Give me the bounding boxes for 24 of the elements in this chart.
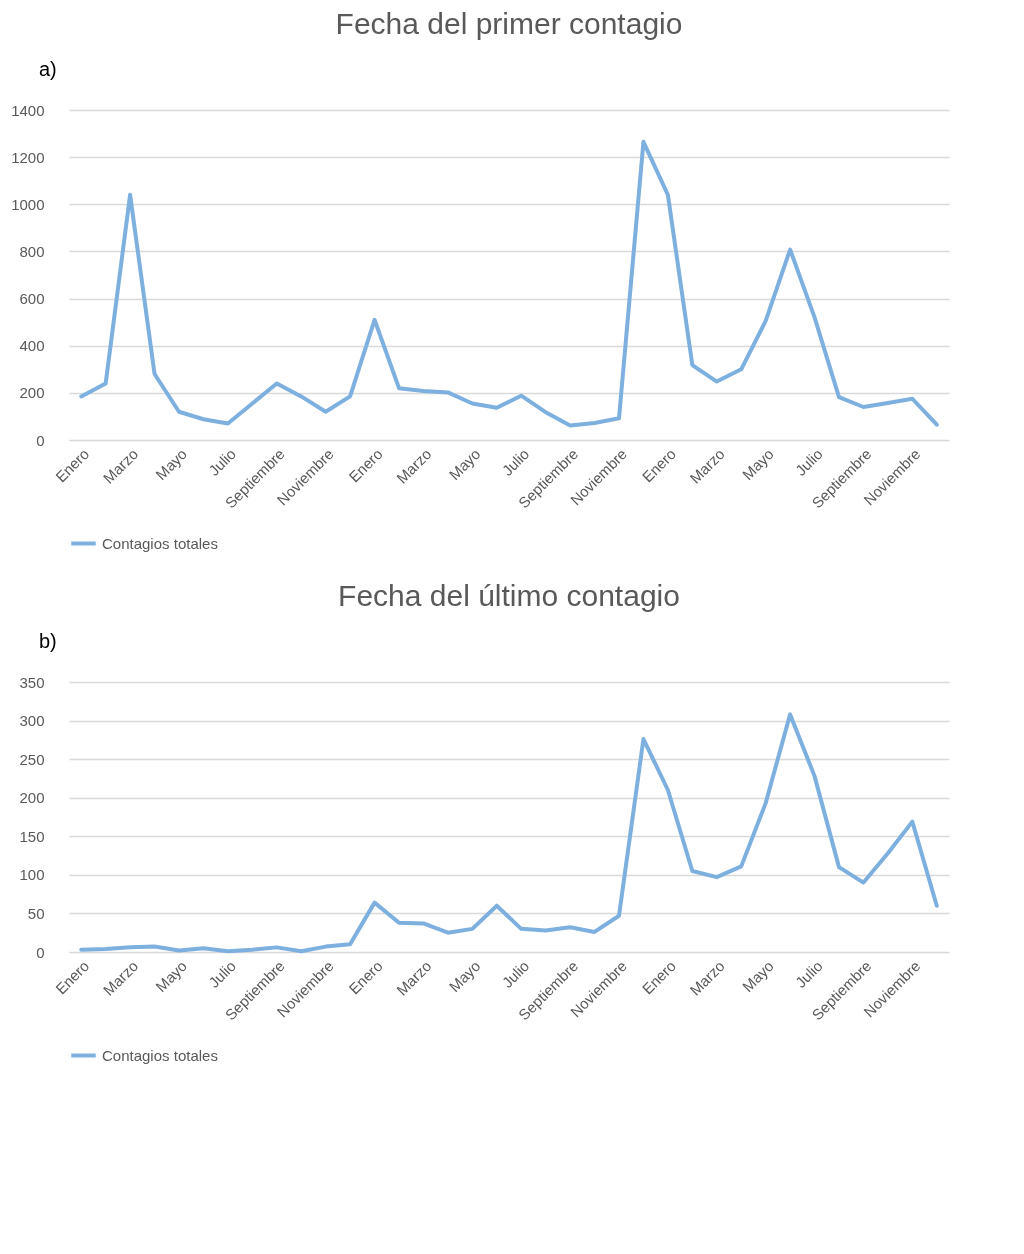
chart-title: Fecha del último contagio [338, 579, 680, 612]
legend-label: Contagios totales [102, 1046, 218, 1064]
legend-label: Contagios totales [102, 534, 218, 552]
y-tick-label: 1400 [11, 101, 45, 119]
y-tick-label: 1000 [11, 195, 45, 213]
text: b) [39, 630, 57, 652]
line-series [79, 712, 939, 954]
y-tick-label: 800 [19, 242, 45, 260]
y-tick-label: 350 [19, 673, 45, 691]
y-tick-label: 200 [19, 789, 45, 807]
chart-title: Fecha del primer contagio [335, 7, 683, 40]
y-tick-label: 50 [27, 904, 45, 922]
y-tick-label: 150 [19, 827, 45, 845]
y-tick-label: 400 [19, 337, 45, 355]
y-tick-label: 100 [19, 866, 45, 884]
y-tick-label: 0 [36, 943, 45, 961]
y-tick-label: 600 [19, 290, 45, 308]
y-tick-label: 250 [19, 750, 45, 768]
text: a) [39, 58, 57, 80]
line-series [79, 139, 939, 428]
y-tick-label: 200 [19, 384, 45, 402]
y-tick-label: 1200 [11, 148, 45, 166]
y-tick-label: 0 [36, 431, 45, 449]
y-tick-label: 300 [19, 712, 45, 730]
